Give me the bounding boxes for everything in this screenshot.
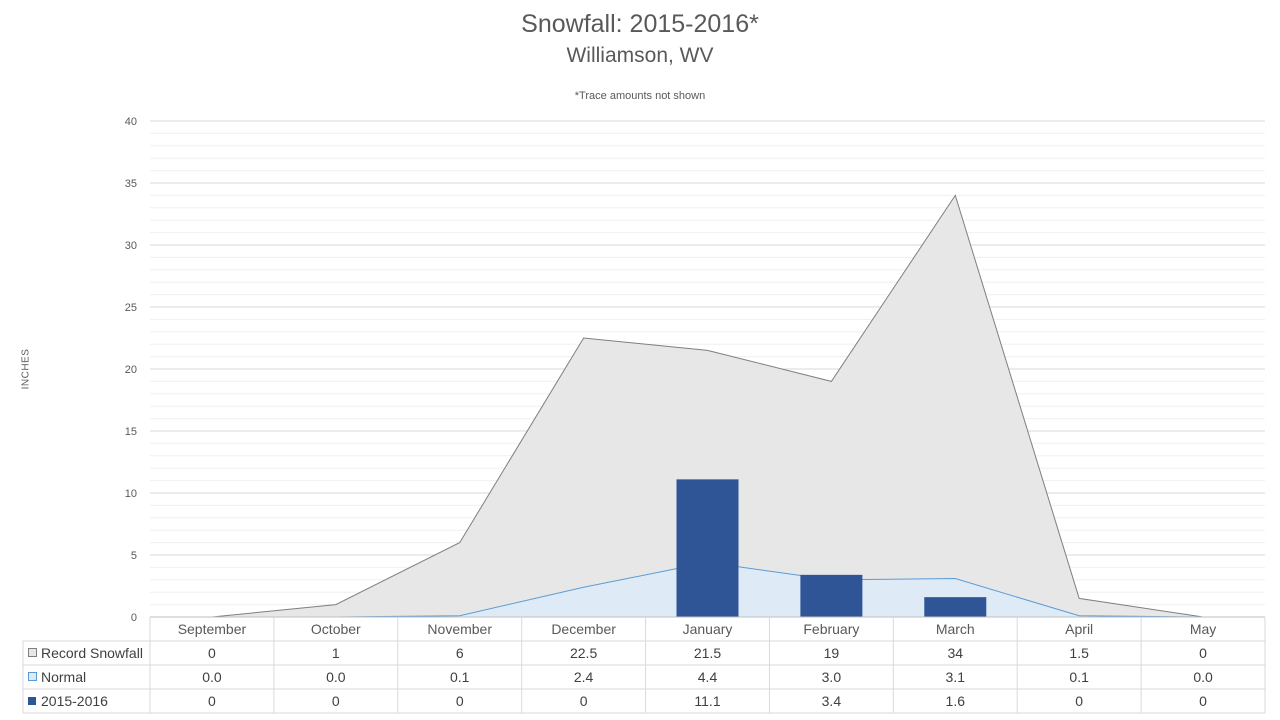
data-label: 1.5 — [1069, 645, 1089, 661]
data-label: 0.1 — [450, 669, 470, 685]
y-tick-label: 30 — [125, 240, 137, 252]
data-label: 0 — [208, 645, 216, 661]
data-label: 1.6 — [946, 693, 966, 709]
data-label: 3.4 — [822, 693, 842, 709]
chart-note: *Trace amounts not shown — [574, 90, 706, 102]
y-tick-label: 35 — [125, 178, 137, 190]
x-category-label: May — [1190, 621, 1216, 637]
legend-label: Record Snowfall — [41, 645, 143, 661]
data-label: 0 — [208, 693, 216, 709]
area-fill-0 — [211, 195, 1204, 617]
x-category-label: March — [936, 621, 975, 637]
data-label: 0.0 — [1193, 669, 1213, 685]
x-category-label: February — [803, 621, 859, 637]
y-tick-label: 10 — [125, 488, 137, 500]
data-label: 21.5 — [694, 645, 721, 661]
legend-label: 2015-2016 — [41, 693, 108, 709]
area-line-0 — [211, 194, 1204, 618]
y-tick-label: 15 — [125, 426, 137, 438]
data-label: 0 — [580, 693, 588, 709]
bar — [676, 479, 739, 617]
data-label: 0 — [1075, 693, 1083, 709]
y-tick-label: 40 — [125, 116, 137, 128]
data-label: 0.0 — [326, 669, 346, 685]
bar — [924, 597, 987, 617]
data-label: 3.0 — [822, 669, 842, 685]
data-label: 4.4 — [698, 669, 718, 685]
data-label: 34 — [947, 645, 963, 661]
legend-key — [28, 648, 37, 657]
x-category-label: January — [683, 621, 733, 637]
bar — [800, 574, 863, 617]
legend-key — [28, 672, 37, 681]
x-category-label: December — [551, 621, 616, 637]
legend-label: Normal — [41, 669, 86, 685]
data-label: 6 — [456, 645, 464, 661]
chart-title: Snowfall: 2015-2016* — [521, 10, 759, 38]
data-label: 0 — [332, 693, 340, 709]
data-label: 0 — [456, 693, 464, 709]
data-label: 0 — [1199, 645, 1207, 661]
y-tick-label: 20 — [125, 364, 137, 376]
data-label: 0.1 — [1069, 669, 1089, 685]
data-label: 0 — [1199, 693, 1207, 709]
x-category-label: April — [1065, 621, 1093, 637]
data-label: 19 — [824, 645, 840, 661]
data-label: 11.1 — [694, 693, 720, 709]
data-label: 22.5 — [570, 645, 597, 661]
y-tick-label: 25 — [125, 302, 137, 314]
x-category-label: November — [427, 621, 492, 637]
data-label: 1 — [332, 645, 340, 661]
chart-subtitle: Williamson, WV — [566, 44, 714, 67]
x-category-label: October — [311, 621, 361, 637]
legend-key — [28, 697, 36, 705]
y-tick-label: 0 — [131, 612, 137, 624]
data-label: 2.4 — [574, 669, 594, 685]
x-category-label: September — [178, 621, 247, 637]
data-label: 3.1 — [946, 669, 966, 685]
y-tick-label: 5 — [131, 550, 137, 562]
data-label: 0.0 — [202, 669, 222, 685]
